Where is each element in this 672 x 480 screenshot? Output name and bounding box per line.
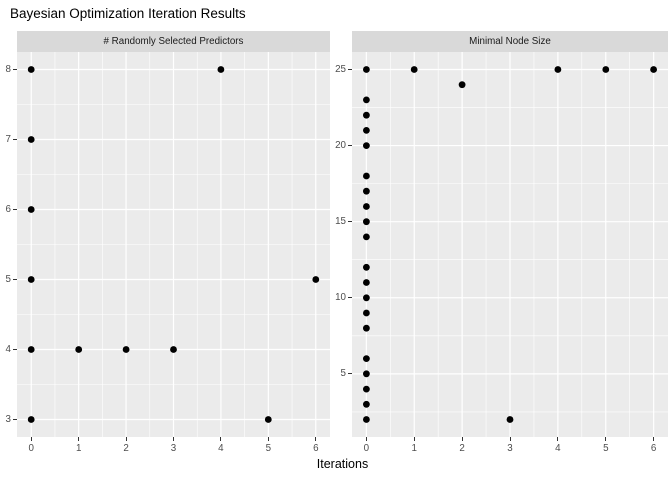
data-point	[75, 346, 83, 353]
data-point	[506, 416, 514, 423]
y-tick-mark	[13, 209, 17, 210]
x-tick-label: 2	[459, 443, 465, 454]
facet-strip-randomly-selected-predictors: # Randomly Selected Predictors	[17, 31, 330, 52]
y-tick-label: 4	[5, 344, 11, 355]
y-tick-label: 6	[5, 204, 11, 215]
y-tick-mark	[348, 69, 352, 70]
x-tick-mark	[461, 437, 463, 441]
x-tick-label: 1	[411, 443, 417, 454]
y-tick-mark	[13, 279, 17, 280]
x-tick-mark	[365, 437, 367, 441]
y-tick-label: 8	[5, 64, 11, 75]
y-tick-label: 7	[5, 134, 11, 145]
y-tick-label: 5	[5, 274, 11, 285]
scatter-plot	[17, 52, 330, 437]
data-point	[363, 203, 370, 210]
x-tick-mark	[413, 437, 415, 441]
x-tick-mark	[605, 437, 607, 441]
data-point	[410, 66, 418, 73]
data-point	[458, 81, 466, 89]
y-tick-mark	[348, 145, 352, 147]
x-tick-label: 4	[218, 443, 224, 454]
y-tick-label: 3	[5, 414, 11, 425]
x-tick-mark	[78, 437, 80, 441]
data-point	[363, 385, 370, 393]
x-tick-mark	[173, 437, 174, 441]
y-tick-label: 20	[335, 140, 346, 152]
x-tick-label: 0	[363, 443, 370, 454]
x-tick-mark	[653, 437, 655, 441]
data-point	[602, 66, 610, 73]
x-tick-mark	[315, 437, 317, 441]
data-point	[363, 127, 370, 134]
chart-title: Bayesian Optimization Iteration Results	[10, 6, 246, 21]
data-point	[363, 309, 370, 317]
y-tick-mark	[348, 297, 352, 299]
plot-panel-randomly-selected-predictors	[17, 52, 330, 437]
data-point	[363, 66, 370, 73]
data-point	[27, 206, 35, 213]
y-tick-mark	[13, 69, 17, 70]
data-point	[217, 66, 225, 73]
data-point	[264, 416, 272, 423]
data-point	[363, 218, 370, 226]
facet-strip-minimal-node-size: Minimal Node Size	[352, 31, 668, 52]
x-tick-mark	[557, 437, 559, 441]
x-tick-label: 3	[170, 443, 177, 454]
data-point	[363, 355, 370, 362]
x-tick-label: 0	[28, 443, 34, 454]
data-point	[554, 66, 562, 73]
data-point	[363, 324, 370, 332]
y-tick-label: 25	[335, 64, 346, 75]
x-tick-label: 2	[123, 443, 129, 454]
data-point	[363, 294, 370, 302]
data-point	[363, 172, 370, 180]
data-point	[27, 346, 35, 353]
x-axis-title: Iterations	[316, 457, 369, 471]
data-point	[363, 142, 370, 149]
x-tick-label: 5	[265, 443, 272, 454]
data-point	[170, 346, 177, 353]
y-tick-mark	[13, 419, 17, 420]
x-tick-label: 1	[75, 443, 82, 454]
data-point	[363, 279, 370, 286]
x-tick-mark	[267, 437, 269, 441]
data-point	[363, 263, 370, 271]
x-tick-mark	[220, 437, 222, 441]
data-point	[650, 66, 657, 73]
x-tick-label: 6	[650, 443, 657, 454]
y-tick-label: 5	[340, 368, 346, 380]
data-point	[363, 400, 370, 408]
data-point	[27, 136, 35, 143]
data-point	[27, 416, 35, 423]
x-tick-label: 3	[507, 443, 513, 454]
data-point	[122, 346, 130, 353]
y-tick-label: 15	[335, 216, 346, 228]
x-tick-label: 4	[555, 443, 561, 454]
y-tick-mark	[13, 139, 17, 140]
data-point	[312, 276, 320, 283]
x-tick-mark	[509, 437, 511, 441]
x-tick-label: 6	[313, 443, 319, 454]
y-tick-mark	[348, 221, 352, 223]
scatter-plot	[352, 52, 668, 437]
y-tick-label: 10	[335, 292, 346, 304]
data-point	[27, 276, 35, 283]
plot-panel-minimal-node-size	[352, 52, 668, 437]
y-tick-mark	[348, 373, 352, 375]
data-point	[27, 66, 35, 73]
x-tick-label: 5	[603, 443, 609, 454]
data-point	[363, 233, 370, 241]
data-point	[363, 111, 370, 119]
data-point	[363, 96, 370, 104]
x-tick-mark	[30, 437, 32, 441]
data-point	[363, 187, 370, 195]
data-point	[363, 416, 370, 423]
x-tick-mark	[125, 437, 127, 441]
data-point	[363, 370, 370, 378]
y-tick-mark	[13, 349, 17, 350]
